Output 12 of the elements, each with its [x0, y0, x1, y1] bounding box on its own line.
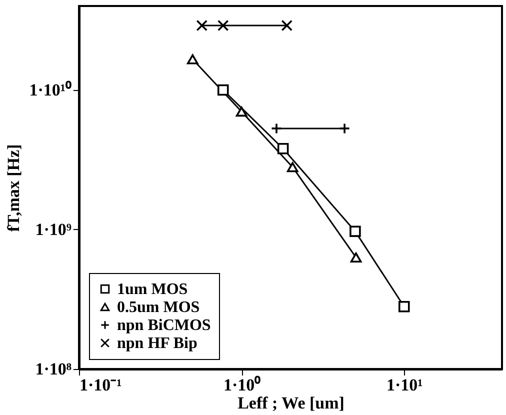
y-tick-label: 1·10¹⁰ [29, 80, 72, 100]
x-tick-label: 1·10⁰ [223, 376, 261, 394]
y-tick-label: 1·10⁹ [35, 220, 72, 239]
legend-label: 0.5um MOS [117, 299, 200, 316]
legend-label: npn HF Bip [117, 335, 198, 352]
x-tick-label: 1·10¹ [386, 376, 423, 394]
x-axis-title: Leff ; We [um] [238, 394, 344, 412]
legend-label: npn BiCMOS [117, 317, 211, 334]
x-tick-label: 1·10⁻¹ [80, 376, 122, 394]
y-tick-label: 1·10⁸ [35, 360, 72, 378]
legend-label: 1um MOS [117, 281, 188, 298]
y-axis-title: fT,max [Hz] [4, 144, 24, 232]
